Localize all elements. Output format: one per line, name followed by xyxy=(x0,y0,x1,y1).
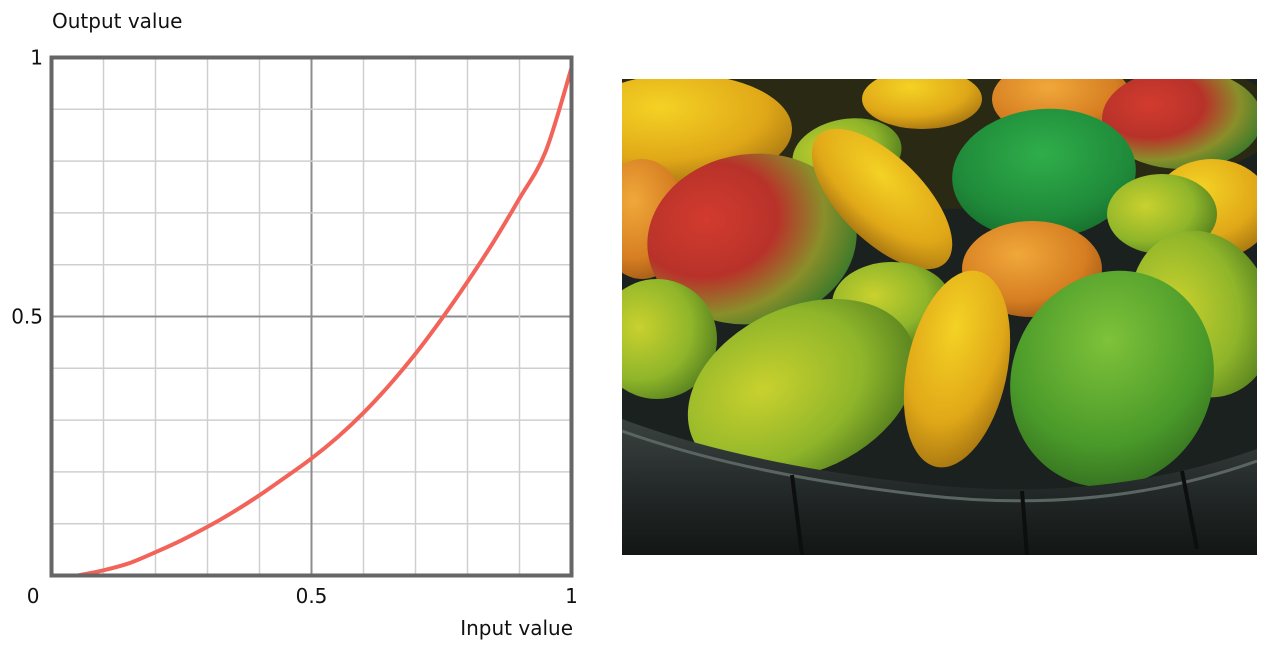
x-tick-label: 0.5 xyxy=(296,584,328,608)
tick-labels: 0 0.5 1 0.5 1 xyxy=(11,46,578,609)
x-tick-label: 0 xyxy=(27,584,40,608)
x-axis-title: Input value xyxy=(460,616,573,640)
mango-photo xyxy=(622,79,1257,555)
x-tick-label: 1 xyxy=(565,584,578,608)
curve-group xyxy=(75,65,574,578)
curve-line xyxy=(75,65,574,578)
y-axis-title: Output value xyxy=(52,9,182,33)
y-tick-label: 0.5 xyxy=(11,305,43,329)
plot-frame xyxy=(49,55,574,578)
tone-curve-chart: 0 0.5 1 0.5 1 Output value Input value xyxy=(11,9,578,640)
grid-lines xyxy=(51,57,572,576)
y-tick-label: 1 xyxy=(30,46,43,70)
